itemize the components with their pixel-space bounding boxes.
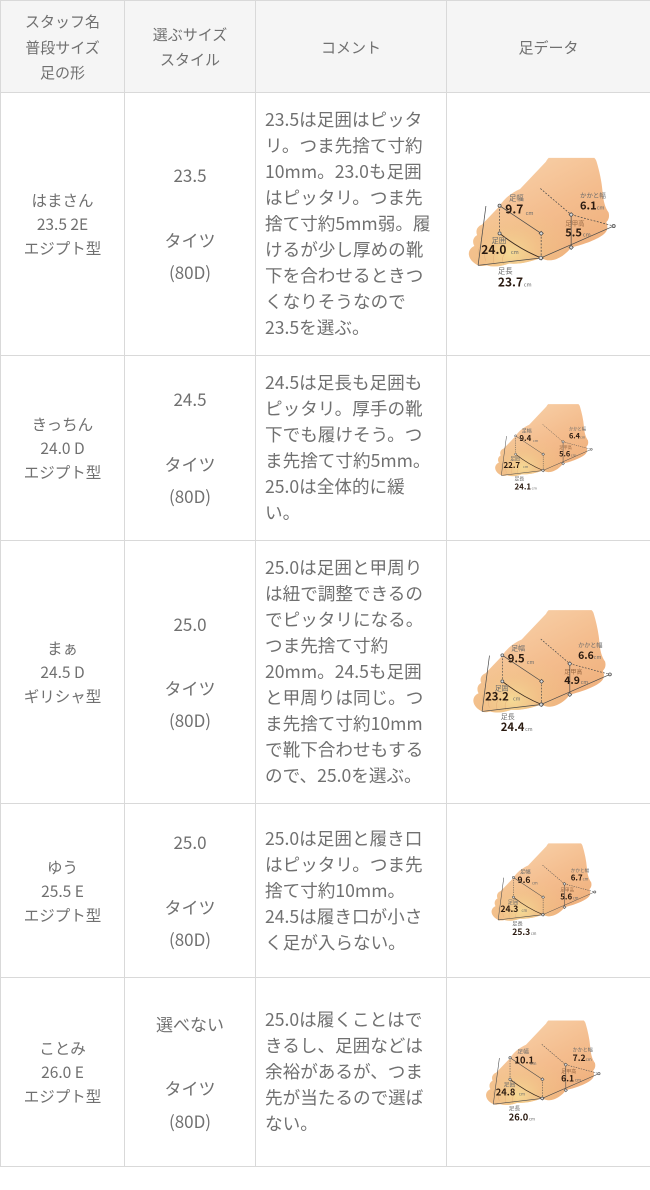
svg-text:23.2: 23.2 bbox=[485, 688, 509, 704]
svg-text:5.6: 5.6 bbox=[560, 448, 571, 459]
svg-text:6.1: 6.1 bbox=[580, 197, 597, 213]
svg-text:cm: cm bbox=[532, 486, 538, 491]
svg-text:7.2: 7.2 bbox=[573, 1052, 586, 1064]
svg-text:24.8: 24.8 bbox=[496, 1085, 516, 1099]
svg-text:cm: cm bbox=[583, 230, 591, 238]
svg-text:cm: cm bbox=[575, 1078, 581, 1084]
svg-text:cm: cm bbox=[524, 280, 532, 288]
svg-text:6.7: 6.7 bbox=[571, 873, 583, 884]
svg-text:24.4: 24.4 bbox=[501, 719, 525, 735]
svg-text:cm: cm bbox=[523, 465, 529, 470]
svg-text:24.0: 24.0 bbox=[481, 241, 506, 258]
svg-text:cm: cm bbox=[527, 658, 535, 666]
svg-text:6.6: 6.6 bbox=[578, 648, 594, 663]
svg-text:9.7: 9.7 bbox=[505, 200, 523, 217]
svg-text:cm: cm bbox=[522, 908, 528, 914]
svg-text:cm: cm bbox=[531, 1061, 537, 1067]
svg-text:24.1: 24.1 bbox=[515, 481, 532, 492]
svg-text:4.9: 4.9 bbox=[564, 673, 580, 688]
svg-text:cm: cm bbox=[571, 453, 577, 458]
svg-text:cm: cm bbox=[531, 931, 537, 937]
svg-text:cm: cm bbox=[519, 1092, 525, 1098]
svg-text:cm: cm bbox=[580, 435, 586, 440]
svg-text:cm: cm bbox=[511, 248, 519, 256]
svg-text:26.0: 26.0 bbox=[509, 1110, 529, 1124]
svg-text:22.7: 22.7 bbox=[504, 460, 521, 471]
svg-text:cm: cm bbox=[573, 896, 579, 902]
svg-text:cm: cm bbox=[529, 1117, 535, 1123]
svg-text:6.1: 6.1 bbox=[561, 1073, 574, 1085]
svg-text:23.7: 23.7 bbox=[498, 273, 523, 290]
svg-text:cm: cm bbox=[525, 209, 533, 217]
svg-text:25.3: 25.3 bbox=[512, 926, 530, 938]
svg-text:9.6: 9.6 bbox=[518, 874, 531, 886]
svg-text:5.5: 5.5 bbox=[565, 224, 582, 240]
svg-text:cm: cm bbox=[525, 725, 533, 733]
svg-text:9.5: 9.5 bbox=[508, 650, 525, 666]
svg-text:cm: cm bbox=[513, 694, 521, 702]
svg-text:24.3: 24.3 bbox=[501, 903, 519, 915]
svg-text:cm: cm bbox=[533, 439, 539, 444]
svg-text:cm: cm bbox=[532, 881, 538, 887]
svg-text:cm: cm bbox=[583, 877, 589, 883]
svg-text:cm: cm bbox=[581, 678, 589, 686]
svg-text:9.4: 9.4 bbox=[520, 433, 532, 444]
svg-text:6.4: 6.4 bbox=[569, 430, 581, 441]
svg-text:cm: cm bbox=[596, 203, 604, 211]
svg-text:cm: cm bbox=[594, 653, 602, 661]
svg-text:5.6: 5.6 bbox=[560, 892, 572, 903]
svg-text:cm: cm bbox=[586, 1057, 592, 1063]
